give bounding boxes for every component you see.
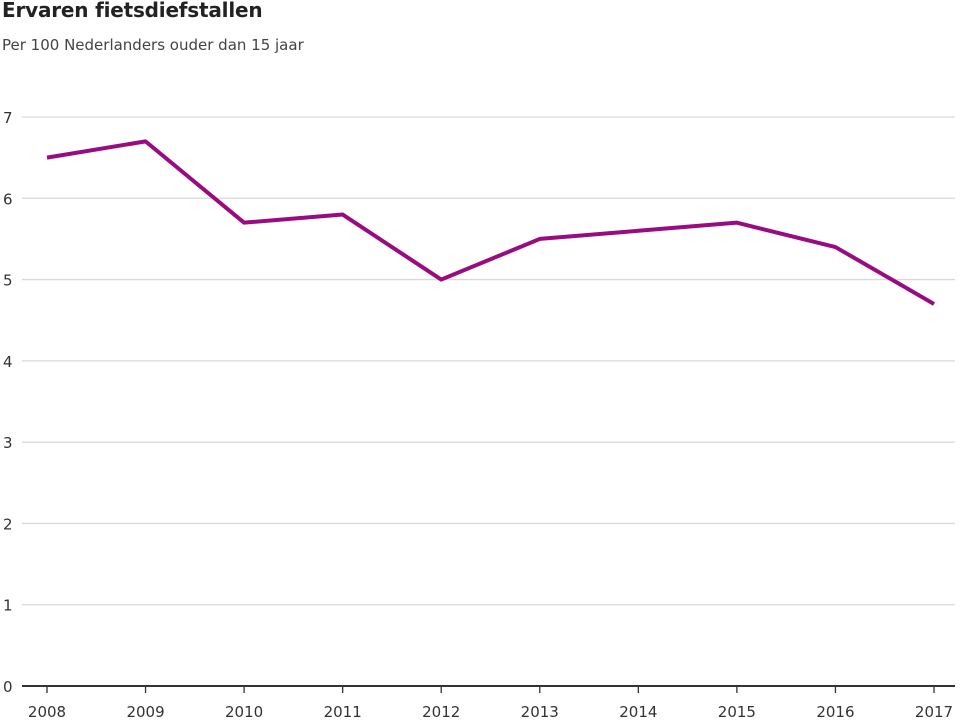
data-point	[341, 213, 345, 217]
x-tick-label: 2008	[28, 703, 66, 721]
x-tick-label: 2016	[816, 703, 854, 721]
x-tick-label: 2009	[126, 703, 164, 721]
data-point	[636, 229, 640, 233]
y-tick-label: 4	[3, 353, 13, 371]
x-tick-label: 2015	[718, 703, 756, 721]
data-point	[242, 221, 246, 225]
data-point	[833, 245, 837, 249]
data-point	[144, 139, 148, 143]
chart-subtitle: Per 100 Nederlanders ouder dan 15 jaar	[2, 36, 304, 54]
y-tick-label: 5	[3, 272, 13, 290]
x-tick-label: 2011	[324, 703, 362, 721]
x-tick-label: 2014	[619, 703, 657, 721]
data-point	[45, 156, 49, 160]
x-axis-ticks: 2008 2009 2010 2011 2012 2013 2014 2015 2016 2017	[28, 686, 953, 721]
data-point	[735, 221, 739, 225]
y-tick-label: 2	[3, 515, 13, 533]
x-tick-label: 2010	[225, 703, 263, 721]
y-tick-label: 7	[3, 109, 13, 127]
gridlines	[22, 116, 955, 687]
x-tick-label: 2017	[915, 703, 953, 721]
series-layer	[45, 139, 936, 306]
y-tick-label: 0	[3, 678, 13, 696]
y-tick-label: 3	[3, 434, 13, 452]
y-tick-label: 6	[3, 190, 13, 208]
data-point	[538, 237, 542, 241]
data-point	[932, 302, 936, 306]
y-tick-label: 1	[3, 597, 13, 615]
chart-title: Ervaren fietsdiefstallen	[2, 0, 263, 22]
x-tick-label: 2012	[422, 703, 460, 721]
y-axis-ticks: 0 1 2 3 4 5 6 7	[3, 109, 13, 696]
x-tick-label: 2013	[521, 703, 559, 721]
data-point	[439, 278, 443, 282]
series-line	[46, 139, 935, 306]
